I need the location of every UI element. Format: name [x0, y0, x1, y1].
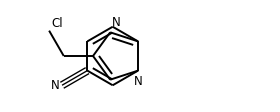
Text: N: N [112, 16, 121, 29]
Text: Cl: Cl [51, 17, 63, 30]
Text: N: N [134, 74, 143, 88]
Text: N: N [51, 79, 60, 92]
